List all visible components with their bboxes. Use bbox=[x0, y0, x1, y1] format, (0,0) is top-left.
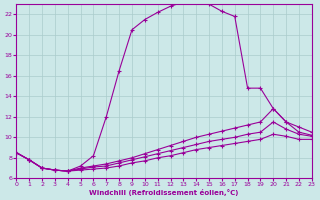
X-axis label: Windchill (Refroidissement éolien,°C): Windchill (Refroidissement éolien,°C) bbox=[89, 189, 239, 196]
